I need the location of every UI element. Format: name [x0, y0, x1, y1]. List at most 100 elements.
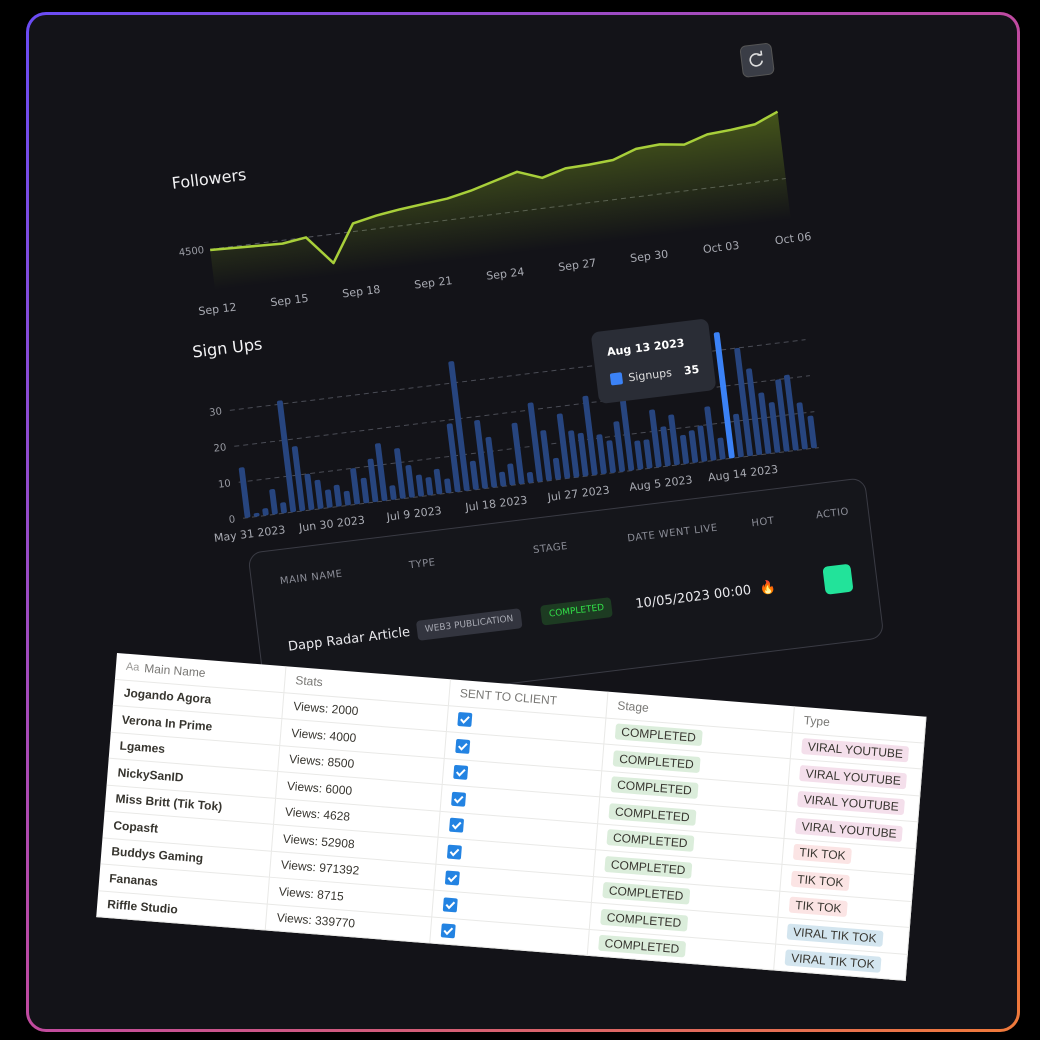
table-row: Miss Britt (Tik Tok) Views: 4628 COMPLETED…	[104, 785, 917, 876]
stats: Views: 339770	[276, 910, 356, 931]
tooltip-swatch	[609, 372, 623, 386]
bar	[733, 413, 744, 458]
bar	[775, 379, 790, 452]
checkbox[interactable]	[444, 870, 460, 886]
table-row: Fananas Views: 8715 COMPLETED VIRAL TIK TOK	[98, 864, 910, 955]
stage-chip: COMPLETED	[600, 908, 688, 932]
type-chip: WEB3 PUBLICATION	[415, 608, 523, 641]
x-tick-label: Sep 18	[342, 283, 382, 301]
notion-table: Aa Main Name Stats SENT TO CLIENT Stage Type J…	[96, 653, 927, 981]
bar	[527, 402, 543, 482]
grid-line	[234, 375, 811, 447]
checkbox[interactable]	[446, 844, 462, 860]
bar	[768, 402, 781, 453]
bar	[469, 460, 479, 490]
bar	[596, 434, 607, 475]
y-tick-label: 30	[209, 406, 223, 418]
y-tick-label: 0	[228, 514, 236, 526]
table-row: Verona In Prime Views: 4000 COMPLETED VIRAL…	[110, 705, 923, 796]
bar	[526, 471, 534, 484]
bar	[634, 440, 644, 470]
bar	[425, 477, 434, 496]
bar	[389, 485, 397, 500]
stats: Views: 2000	[292, 699, 359, 719]
bar	[746, 368, 763, 456]
x-tick-label: Jul 18 2023	[464, 494, 528, 515]
action-cell	[822, 557, 884, 595]
bar	[807, 415, 817, 449]
sent-cell	[434, 864, 594, 904]
bar	[613, 421, 626, 472]
bar	[444, 478, 452, 494]
stats: Views: 8715	[278, 884, 345, 904]
bar	[304, 473, 315, 510]
stage-cell: COMPLETED	[539, 594, 637, 626]
checkbox[interactable]	[451, 791, 467, 807]
sent-cell	[440, 784, 601, 824]
bar	[325, 489, 333, 508]
table-row: NickySanID Views: 6000 COMPLETED VIRAL YOUT…	[106, 758, 919, 849]
bar	[697, 425, 708, 462]
bar	[796, 402, 808, 450]
bar	[606, 440, 616, 473]
checkbox[interactable]	[442, 897, 458, 913]
bar	[688, 430, 699, 463]
bar	[618, 384, 635, 471]
table-row: Lgames Views: 8500 COMPLETED VIRAL YOUTUBE	[108, 732, 921, 823]
action-button[interactable]	[822, 563, 854, 595]
sent-cell	[430, 917, 590, 956]
bar	[446, 423, 461, 493]
stage-chip: COMPLETED	[612, 750, 701, 773]
bar	[783, 374, 799, 451]
bar	[649, 409, 662, 468]
bar	[758, 392, 772, 454]
hot: 🔥	[758, 579, 777, 597]
bar	[704, 406, 717, 461]
x-tick-label: Aug 5 2023	[629, 473, 694, 494]
bar	[485, 436, 498, 488]
column-header: HOT	[750, 515, 776, 529]
bar	[415, 474, 424, 497]
column-header: MAIN NAME	[279, 568, 344, 587]
bar	[367, 458, 379, 503]
tooltip-box	[591, 319, 716, 404]
checkbox[interactable]	[440, 923, 456, 939]
x-tick-label: Sep 15	[270, 292, 310, 310]
name: Lgames	[119, 738, 166, 757]
x-tick-label: Sep 12	[198, 301, 238, 319]
checkbox[interactable]	[457, 712, 473, 728]
bar	[276, 400, 297, 513]
x-tick-label: Sep 27	[557, 256, 597, 274]
column-title: Stats	[294, 672, 324, 689]
table-row: Riffle Studio Views: 339770 COMPLETED VIRAL…	[96, 890, 908, 981]
name: Riffle Studio	[106, 897, 179, 917]
checkbox[interactable]	[453, 765, 469, 781]
y-tick-label: 10	[217, 478, 231, 490]
stage-chip: COMPLETED	[610, 776, 699, 800]
bar	[333, 484, 342, 507]
stage-chip: COMPLETED	[606, 829, 695, 853]
followers-chart: Followers 4500 Sep 12 Sep 15 Sep 18 Sep 21 Sep…	[171, 110, 812, 319]
bar	[238, 467, 251, 518]
checkbox[interactable]	[455, 738, 471, 754]
type-chip: TIK TOK	[790, 870, 851, 891]
x-tick-label: Sep 21	[414, 274, 454, 292]
column-header: DATE WENT LIVE	[626, 522, 719, 545]
x-tick-label: Oct 06	[774, 230, 812, 247]
column-header: STAGE	[532, 540, 569, 556]
tooltip-series: Signups	[628, 366, 673, 384]
chart-title: Sign Ups	[191, 334, 263, 361]
bar	[343, 490, 351, 506]
area	[210, 111, 791, 290]
refresh-button[interactable]	[739, 42, 775, 79]
bar	[433, 468, 443, 495]
type-chip: VIRAL TIK TOK	[784, 949, 882, 974]
name: Buddys Gaming	[110, 844, 204, 866]
checkbox[interactable]	[448, 817, 465, 833]
stats: Views: 4628	[284, 804, 351, 825]
name: NickySanID	[117, 765, 185, 785]
type-chip: TIK TOK	[792, 843, 853, 865]
grid-line	[229, 339, 806, 411]
column-title: SENT TO CLIENT	[459, 685, 558, 708]
